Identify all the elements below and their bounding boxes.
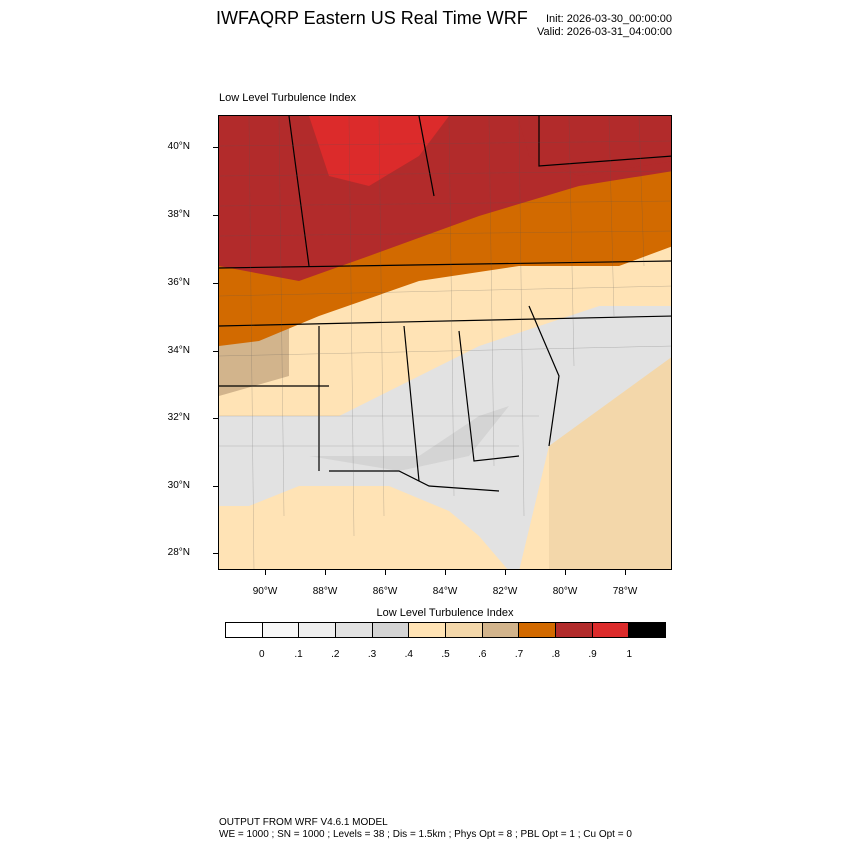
colorbar-box-3: [336, 623, 373, 637]
lon-label-90: 90°W: [252, 586, 278, 597]
colorbar-label: 1: [626, 649, 633, 660]
lat-label-38: 38°N: [167, 209, 190, 220]
colorbar-label: .4: [404, 649, 413, 660]
lon-label-88: 88°W: [312, 586, 338, 597]
lon-label-84: 84°W: [432, 586, 458, 597]
colorbar-label: .6: [478, 649, 487, 660]
colorbar: [225, 622, 666, 638]
colorbar-label: .5: [441, 649, 450, 660]
map-variable-label: Low Level Turbulence Index: [219, 92, 356, 104]
lon-label-86: 86°W: [372, 586, 398, 597]
lat-tick: [213, 147, 218, 148]
colorbar-label: .8: [551, 649, 560, 660]
valid-time: Valid: 2026-03-31_04:00:00: [537, 26, 672, 38]
footer-line-1: OUTPUT FROM WRF V4.6.1 MODEL: [219, 817, 388, 828]
init-time: Init: 2026-03-30_00:00:00: [546, 13, 672, 25]
lon-tick: [625, 570, 626, 575]
colorbar-box-7: [482, 623, 520, 637]
model-footer: OUTPUT FROM WRF V4.6.1 MODEL WE = 1000 ;…: [219, 817, 632, 841]
colorbar-label: .9: [588, 649, 597, 660]
lon-tick: [265, 570, 266, 575]
colorbar-box-5: [409, 623, 447, 637]
lon-label-78: 78°W: [612, 586, 638, 597]
lon-tick: [505, 570, 506, 575]
colorbar-title: Low Level Turbulence Index: [376, 607, 514, 619]
lon-label-82: 82°W: [492, 586, 518, 597]
lat-label-34: 34°N: [167, 345, 190, 356]
turbulence-field: [219, 116, 671, 569]
lat-label-32: 32°N: [167, 412, 190, 423]
lat-label-40: 40°N: [167, 141, 190, 152]
lat-tick: [213, 283, 218, 284]
colorbar-box-10: [592, 623, 630, 637]
footer-line-2: WE = 1000 ; SN = 1000 ; Levels = 38 ; Di…: [219, 829, 632, 840]
lat-label-30: 30°N: [167, 480, 190, 491]
colorbar-box-2: [299, 623, 337, 637]
lon-tick: [565, 570, 566, 575]
colorbar-label: .7: [514, 649, 524, 660]
lon-tick: [445, 570, 446, 575]
colorbar-box-1: [262, 623, 300, 637]
lat-label-36: 36°N: [167, 277, 190, 288]
lat-label-28: 28°N: [167, 547, 190, 558]
colorbar-label: .3: [367, 649, 377, 660]
lat-tick: [213, 553, 218, 554]
plot-title: IWFAQRP Eastern US Real Time WRF: [216, 8, 528, 28]
lon-label-80: 80°W: [552, 586, 578, 597]
colorbar-box-6: [446, 623, 483, 637]
colorbar-label: .2: [331, 649, 340, 660]
turbulence-map: [218, 115, 672, 570]
colorbar-label: .1: [294, 649, 303, 660]
colorbar-box-9: [556, 623, 593, 637]
colorbar-box-4: [372, 623, 410, 637]
lon-tick: [325, 570, 326, 575]
lat-tick: [213, 486, 218, 487]
colorbar-box-11: [629, 623, 666, 637]
lat-tick: [213, 351, 218, 352]
colorbar-box-8: [519, 623, 557, 637]
lat-tick: [213, 418, 218, 419]
lon-tick: [385, 570, 386, 575]
colorbar-box-0: [226, 623, 263, 637]
colorbar-label: 0: [258, 649, 265, 660]
lat-tick: [213, 215, 218, 216]
